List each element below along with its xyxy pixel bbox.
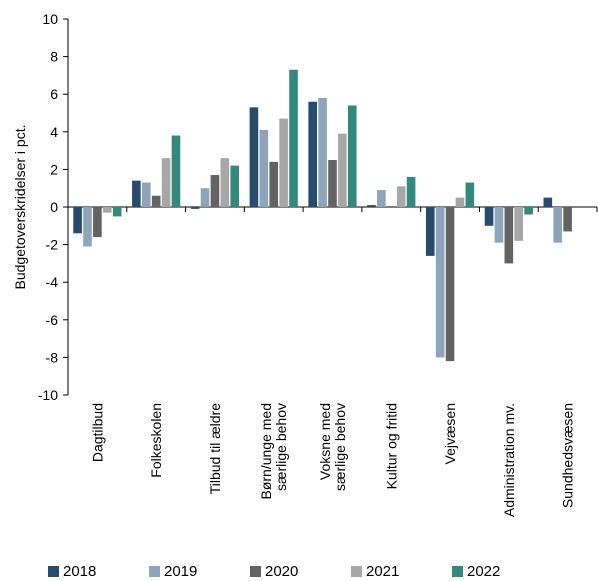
bar-2018 — [190, 207, 200, 209]
y-tick-label: -4 — [46, 274, 59, 290]
legend-item-2021: 2021 — [351, 563, 452, 580]
x-category-label: Kultur og fritid — [383, 403, 399, 489]
bar-2021 — [455, 197, 465, 207]
bar-2020 — [445, 207, 455, 362]
legend-swatch — [452, 565, 463, 577]
legend-swatch — [149, 565, 160, 577]
bar-2018 — [249, 107, 259, 207]
legend-label: 2019 — [164, 562, 198, 580]
x-category-label-line: Dagtilbud — [89, 403, 105, 462]
x-category-label-line: særlige behov — [273, 403, 289, 491]
legend-item-2020: 2020 — [250, 563, 351, 580]
bar-2022 — [524, 207, 533, 215]
x-category-label: Dagtilbud — [89, 403, 105, 462]
bar-2019 — [259, 129, 269, 207]
chart-legend: 2018 2019 2020 2021 2022 — [48, 562, 553, 580]
legend-swatch — [351, 565, 362, 577]
bar-2019 — [435, 207, 445, 358]
bar-2019 — [318, 97, 327, 207]
y-tick-label: 10 — [42, 11, 58, 27]
bar-2018 — [367, 205, 376, 207]
legend-label: 2018 — [63, 562, 97, 580]
bar-2022 — [289, 69, 298, 207]
x-category-label: Vejvæsen — [442, 403, 458, 464]
bar-2019 — [83, 207, 92, 247]
bar-2021 — [161, 158, 171, 207]
x-category-label-line: Sundhedsvæsen — [560, 403, 576, 508]
y-tick-label: -8 — [46, 349, 59, 365]
bar-2021 — [396, 186, 406, 207]
y-tick-label: 8 — [50, 49, 58, 65]
bar-2020 — [210, 175, 220, 207]
y-tick-label: 4 — [50, 124, 58, 140]
bar-2018 — [132, 180, 141, 207]
bar-2018 — [308, 101, 317, 207]
x-category-label: Sundhedsvæsen — [560, 403, 576, 508]
bar-2020 — [328, 160, 337, 207]
y-tick-label: -6 — [46, 312, 59, 328]
x-category-label-line: Folkeskolen — [148, 403, 164, 478]
bar-2020 — [269, 161, 279, 207]
bar-2021 — [279, 118, 288, 207]
bar-2020 — [151, 195, 161, 207]
bar-2018 — [484, 207, 494, 226]
x-category-label: Voksne medsærlige behov — [317, 403, 348, 491]
bar-2019 — [141, 182, 151, 207]
bar-2020 — [93, 207, 102, 238]
bar-2018 — [425, 207, 435, 256]
legend-label: 2020 — [265, 562, 299, 580]
y-axis-title: Budgetoverskridelser i pct. — [12, 125, 28, 290]
y-tick-label: -10 — [38, 387, 58, 403]
legend-label: 2021 — [366, 562, 400, 580]
bar-2022 — [171, 135, 181, 207]
bar-2022 — [465, 182, 475, 207]
legend-label: 2022 — [467, 562, 501, 580]
x-category-label: Folkeskolen — [148, 403, 164, 478]
bar-2019 — [200, 188, 210, 207]
x-category-label-line: Vejvæsen — [442, 403, 458, 464]
bar-2021 — [338, 133, 347, 207]
x-category-label: Tilbud til ældre — [207, 403, 223, 495]
bar-2022 — [230, 165, 240, 207]
y-tick-label: 2 — [50, 161, 58, 177]
bar-2018 — [73, 207, 82, 234]
x-category-label-line: særlige behov — [332, 403, 348, 491]
bar-2022 — [406, 176, 416, 207]
bar-2021 — [514, 207, 524, 241]
legend-item-2018: 2018 — [48, 563, 149, 580]
bar-2022 — [348, 105, 357, 207]
bar-2021 — [220, 158, 230, 207]
bar-2019 — [377, 190, 386, 207]
bar-2020 — [563, 207, 572, 232]
legend-item-2019: 2019 — [149, 563, 250, 580]
bar-2022 — [112, 207, 122, 217]
x-category-label-line: Kultur og fritid — [383, 403, 399, 489]
x-category-label-line: Administration mv. — [501, 403, 517, 517]
x-category-label: Børn/unge medsærlige behov — [258, 403, 289, 500]
x-category-label-line: Børn/unge med — [258, 403, 274, 500]
y-tick-label: -2 — [46, 237, 59, 253]
y-tick-label: 0 — [50, 199, 58, 215]
bar-2019 — [553, 207, 563, 243]
bar-2020 — [504, 207, 514, 264]
bar-2019 — [494, 207, 504, 243]
x-category-label-line: Tilbud til ældre — [207, 403, 223, 495]
legend-swatch — [250, 565, 261, 577]
y-tick-label: 6 — [50, 86, 58, 102]
x-category-label: Administration mv. — [501, 403, 517, 517]
x-category-label-line: Voksne med — [317, 403, 333, 480]
legend-swatch — [48, 565, 59, 577]
legend-item-2022: 2022 — [452, 563, 553, 580]
bar-chart: 10 8 6 4 2 0 -2 -4 -6 -8 -10 Budgetoverskridelser i… — [12, 11, 598, 517]
bar-2021 — [102, 207, 112, 213]
bar-2018 — [543, 197, 553, 207]
